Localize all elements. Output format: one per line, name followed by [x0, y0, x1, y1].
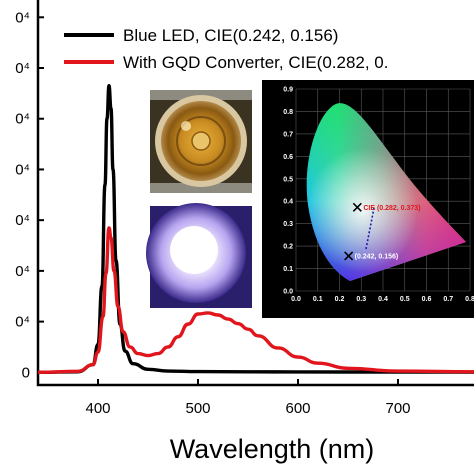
- cie-y-tick-label: 0.3: [283, 221, 293, 228]
- x-tick-label: 400: [85, 400, 110, 417]
- y-tick-label: 0⁴: [15, 111, 30, 128]
- y-tick-label: 0⁴: [15, 212, 30, 229]
- cie-x-tick-label: 0.8: [465, 296, 474, 303]
- series-line-blue-led: [38, 84, 474, 375]
- cie-point-label: CIE (0.282, 0.373): [363, 205, 420, 212]
- cie-x-tick-label: 0.0: [291, 296, 301, 303]
- cie-x-tick-label: 0.2: [335, 296, 345, 303]
- cie-x-tick-label: 0.5: [400, 296, 410, 303]
- x-axis-label: Wavelength (nm): [170, 434, 375, 464]
- series-line-gqd-converter: [38, 226, 474, 375]
- y-tick-label: 0⁴: [15, 314, 30, 331]
- cie-x-tick-label: 0.4: [378, 296, 388, 303]
- x-tick-label: 600: [285, 400, 310, 417]
- legend-label-gqd: With GQD Converter, CIE(0.282, 0.: [123, 53, 388, 72]
- cie-x-tick-label: 0.7: [443, 296, 453, 303]
- led-photo-off: [150, 90, 252, 193]
- cie-points: CIE (0.282, 0.373) (0.242, 0.156): [344, 202, 421, 261]
- cie-y-tick-label: 0.6: [283, 154, 293, 161]
- cie-x-tick-label: 0.3: [356, 296, 366, 303]
- cie-x-tick-label: 0.1: [313, 296, 323, 303]
- cie-y-tick-label: 0.0: [283, 289, 293, 296]
- plot-frame: [36, 0, 474, 387]
- cie-y-tick-label: 0.7: [283, 131, 293, 138]
- cie-y-tick-label: 0.5: [283, 176, 293, 183]
- cie-inset: 0.0 0.1 0.2 0.3 0.4 0.5 0.6 0.7 0.8 0.0 0.1 0.2 0.3 0…: [262, 80, 474, 318]
- cie-point-label: (0.242, 0.156): [355, 253, 399, 260]
- y-tick-label: 0: [22, 364, 30, 381]
- series-group: [38, 84, 474, 375]
- cie-y-tick-label: 0.8: [283, 109, 293, 116]
- cie-y-tick-label: 0.1: [283, 266, 293, 273]
- cie-ticks: 0.0 0.1 0.2 0.3 0.4 0.5 0.6 0.7 0.8 0.0 0.1 0.2 0.3 0…: [283, 87, 474, 304]
- cie-shift-arrow: [365, 207, 375, 250]
- y-tick-label: 0⁴: [15, 263, 30, 280]
- cie-y-tick-label: 0.4: [283, 199, 293, 206]
- cie-point-marker: [352, 202, 362, 212]
- y-tick-label: 0⁴: [15, 60, 30, 77]
- cie-point-marker: [344, 251, 354, 261]
- x-tick-label: 500: [185, 400, 210, 417]
- cie-y-tick-label: 0.9: [283, 87, 293, 94]
- cie-x-tick-label: 0.6: [422, 296, 432, 303]
- y-axis: 0 0⁴ 0⁴ 0⁴ 0⁴ 0⁴ 0⁴ 0⁴: [15, 9, 44, 381]
- y-tick-label: 0⁴: [15, 161, 30, 178]
- x-axis: 400 500 600 700: [85, 379, 411, 417]
- y-tick-label: 0⁴: [15, 9, 30, 26]
- x-tick-label: 700: [385, 400, 410, 417]
- cie-y-tick-label: 0.2: [283, 244, 293, 251]
- legend: Blue LED, CIE(0.242, 0.156) With GQD Con…: [64, 26, 388, 72]
- legend-label-blue-led: Blue LED, CIE(0.242, 0.156): [123, 26, 338, 45]
- led-photo-on: [146, 203, 252, 308]
